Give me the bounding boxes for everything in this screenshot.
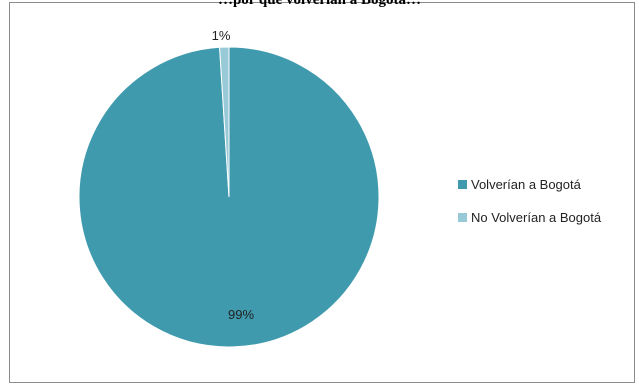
pie-slice-1 xyxy=(219,46,230,198)
legend-item-no-volverian: No Volverían a Bogotá xyxy=(458,207,601,227)
legend-swatch-volverian xyxy=(458,179,467,189)
legend-label-volverian: Volverían a Bogotá xyxy=(471,176,581,192)
data-label-0: 99% xyxy=(228,307,254,322)
data-label-1: 1% xyxy=(212,28,231,43)
chart-title: …por qué volverían a Bogotá… xyxy=(217,0,422,8)
legend-label-no-volverian: No Volverían a Bogotá xyxy=(471,209,602,225)
legend-swatch-no-volverian xyxy=(458,212,467,222)
legend-item-volverian: Volverían a Bogotá xyxy=(458,174,601,194)
legend: Volverían a Bogotá No Volverían a Bogotá xyxy=(458,174,601,240)
